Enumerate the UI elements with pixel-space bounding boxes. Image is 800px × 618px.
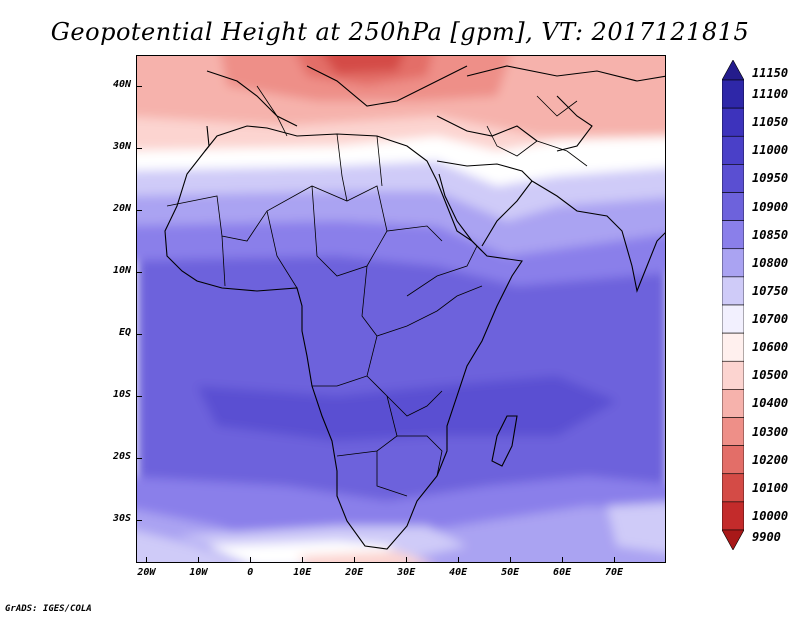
colorbar-label-17: 9900 (752, 530, 781, 544)
lat-label-3: 10N (112, 264, 131, 276)
colorbar-label-12: 10400 (752, 396, 789, 411)
colorbar-swatch-7 (722, 248, 744, 278)
colorbar-label-1: 11100 (752, 87, 789, 102)
colorbar-label-13: 10300 (752, 424, 789, 439)
colorbar-label-3: 11000 (752, 143, 789, 158)
lat-tick-6 (136, 457, 142, 459)
lat-label-7: 30S (112, 512, 131, 524)
colorbar-label-8: 10750 (752, 283, 789, 298)
lon-tick-9 (614, 557, 616, 563)
colorbar-swatch-1 (722, 79, 744, 109)
colorbar-label-2: 11050 (752, 115, 789, 130)
coastlines (164, 65, 665, 550)
colorbar (722, 60, 744, 550)
country-borders (166, 85, 588, 497)
lat-label-4: EQ (118, 326, 131, 338)
lon-tick-7 (510, 557, 512, 563)
lat-label-1: 30N (112, 140, 131, 152)
lon-label-6: 40E (449, 567, 468, 578)
lat-label-2: 20N (112, 202, 131, 214)
lon-label-9: 70E (605, 567, 624, 578)
height-field (137, 56, 665, 562)
lon-label-3: 10E (293, 567, 312, 578)
lat-tick-2 (136, 209, 142, 211)
colorbar-label-6: 10850 (752, 227, 789, 242)
colorbar-swatch-10 (722, 332, 744, 362)
lat-tick-3 (136, 271, 142, 273)
colorbar-swatch-13 (722, 417, 744, 446)
colorbar-swatch-14 (722, 445, 744, 475)
colorbar-label-14: 10200 (752, 452, 789, 467)
lat-tick-0 (136, 85, 142, 87)
colorbar-swatch-3 (722, 135, 744, 165)
lat-tick-4 (136, 333, 142, 335)
lon-tick-1 (198, 557, 200, 563)
colorbar-label-15: 10100 (752, 480, 789, 495)
lon-label-5: 30E (397, 567, 416, 578)
lon-tick-3 (302, 557, 304, 563)
geopotential-map (137, 56, 665, 562)
lat-tick-7 (136, 519, 142, 521)
colorbar-swatch-8 (722, 276, 744, 306)
colorbar-swatch-5 (722, 192, 744, 221)
lon-label-7: 50E (501, 567, 520, 578)
colorbar-label-5: 10900 (752, 199, 789, 214)
lon-tick-6 (458, 557, 460, 563)
colorbar-swatch-2 (722, 107, 744, 137)
lon-label-2: 0 (247, 567, 254, 578)
colorbar-label-9: 10700 (752, 312, 789, 327)
colorbar-label-7: 10800 (752, 255, 789, 270)
lon-tick-0 (146, 557, 148, 563)
chart-title: Geopotential Height at 250hPa [gpm], VT:… (50, 18, 750, 46)
lat-label-5: 10S (112, 388, 131, 400)
lat-tick-5 (136, 395, 142, 397)
lon-label-4: 20E (345, 567, 364, 578)
colorbar-label-10: 10600 (752, 340, 789, 355)
colorbar-label-4: 10950 (752, 171, 789, 186)
lon-label-0: 20W (137, 567, 156, 578)
lon-tick-4 (354, 557, 356, 563)
credit-text: GrADS: IGES/COLA (5, 604, 92, 614)
lon-tick-5 (406, 557, 408, 563)
colorbar-label-16: 10000 (752, 508, 789, 523)
colorbar-swatch-12 (722, 389, 744, 418)
lon-tick-2 (250, 557, 252, 563)
lon-label-8: 60E (553, 567, 572, 578)
colorbar-label-11: 10500 (752, 368, 789, 383)
lon-tick-8 (562, 557, 564, 563)
colorbar-swatch-9 (722, 304, 744, 334)
colorbar-label-0: 11150 (752, 66, 789, 80)
lat-label-6: 20S (112, 450, 131, 462)
colorbar-swatch-0 (722, 60, 744, 81)
colorbar-swatch-17 (722, 529, 744, 550)
colorbar-swatch-15 (722, 473, 744, 503)
lat-label-0: 40N (112, 78, 131, 90)
lat-tick-1 (136, 147, 142, 149)
lon-label-1: 10W (189, 567, 208, 578)
colorbar-swatch-6 (722, 220, 744, 250)
colorbar-swatch-4 (722, 164, 744, 193)
map-plot-area[interactable] (136, 55, 666, 563)
colorbar-swatch-16 (722, 501, 744, 531)
colorbar-swatch-11 (722, 360, 744, 390)
